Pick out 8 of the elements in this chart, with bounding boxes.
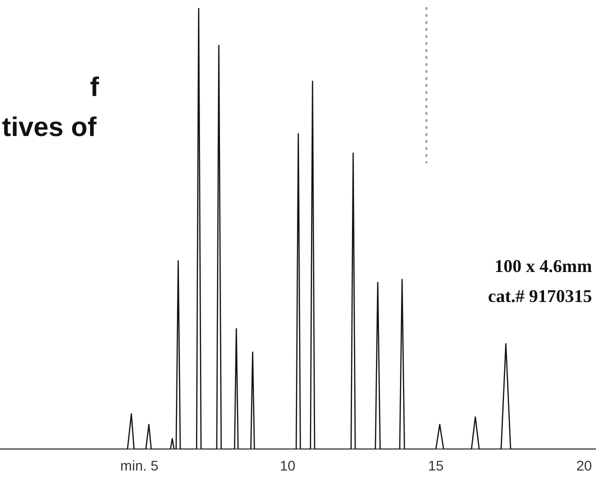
x-tick-label: 10	[280, 457, 296, 474]
annotation: 100 x 4.6mm	[494, 256, 592, 277]
x-tick-label: 20	[576, 457, 592, 474]
annotation: tives of	[2, 112, 97, 143]
x-tick-label: 15	[428, 457, 444, 474]
annotation: f	[90, 72, 99, 103]
annotation: cat.# 9170315	[488, 286, 592, 307]
x-tick-label: min. 5	[120, 457, 159, 474]
